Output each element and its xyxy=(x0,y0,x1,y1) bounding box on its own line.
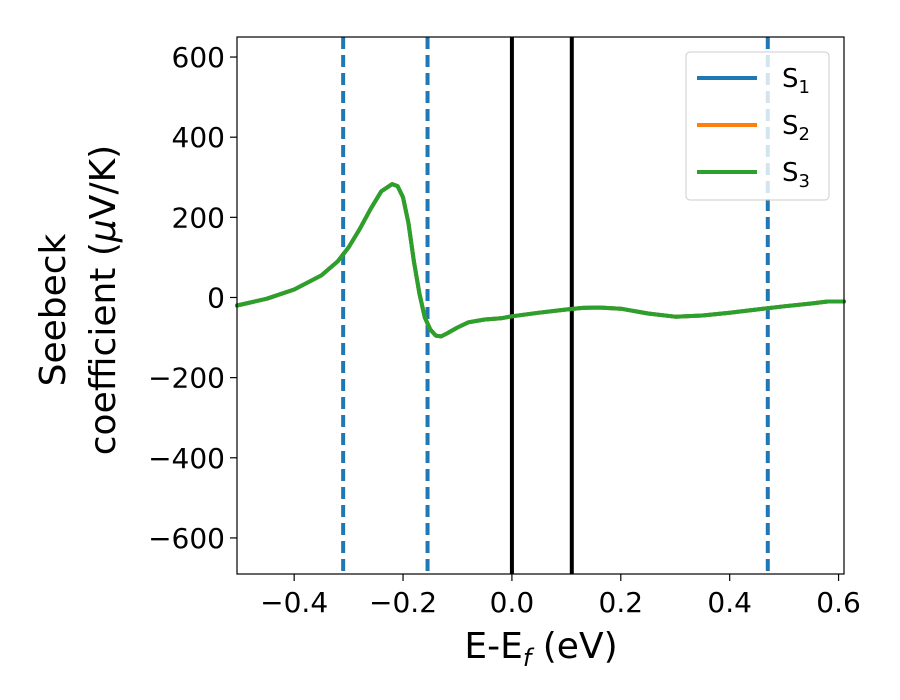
y-axis-label-suffix: V/K) xyxy=(83,145,124,219)
y-axis-label-line2: coefficient (μV/K) xyxy=(83,145,124,455)
axes-frame xyxy=(236,36,845,575)
legend-box xyxy=(685,51,830,201)
legend-label-S2: S2 xyxy=(782,111,810,145)
x-axis-label-main: E-E xyxy=(464,626,522,667)
axis-ticks: −0.4 −0.2 0.0 0.2 0.4 0.6 600 400 200 0 −200 −400 −6… xyxy=(148,41,861,619)
legend: S1 S2 S3 xyxy=(685,51,830,201)
series-line-S3 xyxy=(235,182,846,339)
y-tick-label: 200 xyxy=(172,201,225,234)
legend-label-S3: S3 xyxy=(782,158,810,192)
y-tick-label: −600 xyxy=(148,522,225,555)
y-tick-label: 600 xyxy=(172,41,225,74)
y-tick-label: 400 xyxy=(172,121,225,154)
x-tick-label: 0.6 xyxy=(816,586,861,619)
x-axis-label-unit: (eV) xyxy=(531,626,617,667)
y-axis-label-mu: μ xyxy=(83,219,124,243)
x-tick-label: 0.4 xyxy=(707,586,752,619)
x-tick-label: −0.2 xyxy=(369,586,437,619)
x-tick-label: −0.4 xyxy=(260,586,328,619)
y-tick-label: 0 xyxy=(207,281,225,314)
x-tick-label: 0.2 xyxy=(599,586,644,619)
y-tick-label: −400 xyxy=(148,442,225,475)
legend-label-S1: S1 xyxy=(782,64,810,98)
y-axis-label-line1: Seebeck xyxy=(33,233,74,386)
plot-content xyxy=(235,37,846,574)
y-axis-label-prefix: coefficient ( xyxy=(83,242,124,455)
y-tick-label: −200 xyxy=(148,362,225,395)
x-tick-label: 0.0 xyxy=(490,586,535,619)
x-axis-label: E-Ef (eV) xyxy=(464,626,617,672)
